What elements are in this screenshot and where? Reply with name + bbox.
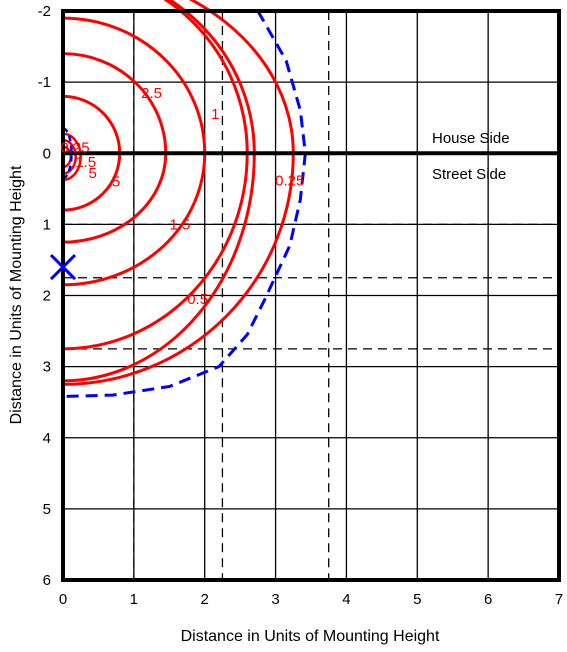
x-tick-label: 2 [201, 591, 209, 608]
x-tick-label: 0 [59, 591, 67, 608]
contour-label: 0.25 [275, 172, 304, 189]
x-tick-label: 7 [555, 591, 563, 608]
y-tick-label: 1 [43, 216, 51, 233]
contour-label: 1.5 [169, 216, 190, 233]
axis-lines [61, 9, 561, 582]
luminaire-x-stroke [49, 253, 77, 281]
y-tick-label: 6 [43, 572, 51, 589]
x-tick-label: 5 [413, 591, 421, 608]
y-tick-label: -1 [38, 74, 51, 91]
y-tick-label: 0 [43, 145, 51, 162]
house-side-label: House Side [432, 130, 510, 147]
x-tick-label: 1 [130, 591, 138, 608]
y-tick-label: -2 [38, 3, 51, 20]
x-tick-labels: 0 1 2 3 4 5 6 7 [59, 591, 563, 608]
contour-label: 2.5 [141, 85, 162, 102]
boundary-center [62, 127, 73, 180]
x-tick-label: 6 [484, 591, 492, 608]
contour-center [62, 138, 77, 175]
contour-label-small: 5 [89, 165, 97, 182]
contour-lines [62, 0, 295, 386]
contour-label: 1 [211, 106, 219, 123]
street-side-label: Street Side [432, 166, 506, 183]
y-tick-label: 3 [43, 359, 51, 376]
y-axis-label: Distance in Units of Mounting Height [8, 165, 25, 424]
x-tick-label: 3 [271, 591, 279, 608]
x-tick-label: 4 [342, 591, 350, 608]
contour-label-small: 0.25 [60, 140, 89, 157]
contour-label-small: 1.5 [75, 154, 96, 171]
contour-labels: 52.51.510.50.250.251.55 [60, 85, 304, 308]
contour-label: 0.5 [187, 291, 208, 308]
x-axis-label: Distance in Units of Mounting Height [181, 628, 440, 645]
y-tick-label: 5 [43, 501, 51, 518]
contour-0_25 [62, 0, 295, 386]
luminaire-marker [49, 253, 77, 281]
boundary-dashed [62, 10, 307, 398]
boundary-line [62, 10, 307, 398]
plot-frame [61, 9, 561, 582]
y-tick-labels: -2 -1 0 1 2 3 4 5 6 [38, 3, 51, 589]
minor-gridlines [63, 11, 559, 580]
contour-label: 5 [112, 174, 120, 191]
y-tick-label: 4 [43, 430, 51, 447]
y-tick-label: 2 [43, 288, 51, 305]
